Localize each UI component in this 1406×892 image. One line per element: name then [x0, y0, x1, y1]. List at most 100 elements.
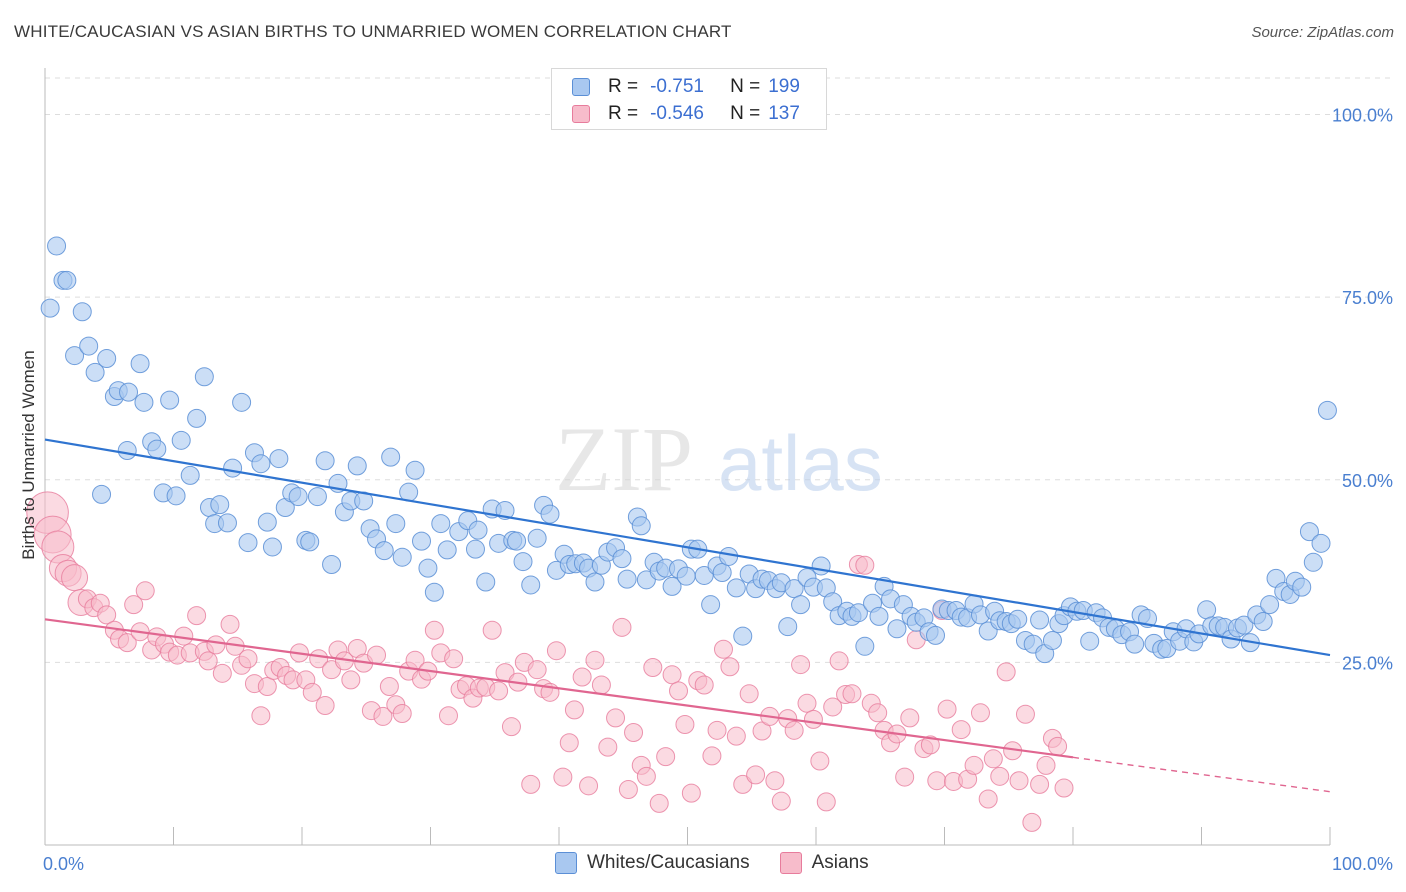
asian-point — [257, 676, 277, 696]
white-point — [662, 576, 682, 596]
white-point — [47, 236, 67, 256]
asian-point — [1022, 812, 1042, 832]
white-point — [527, 528, 547, 548]
white-point — [232, 392, 252, 412]
series-legend: Whites/Caucasians Asians — [555, 852, 899, 874]
white-point — [926, 625, 946, 645]
asian-point — [97, 605, 117, 625]
asian-point — [791, 655, 811, 675]
white-point — [160, 390, 180, 410]
white-point — [412, 531, 432, 551]
legend-n-label: N = — [730, 76, 761, 97]
asian-point — [124, 595, 144, 615]
white-point — [257, 512, 277, 532]
asian-trend-line — [44, 618, 1074, 759]
white-point — [238, 533, 258, 553]
asian-point — [206, 635, 226, 655]
white-point — [521, 575, 541, 595]
legend-swatch-pink — [572, 105, 590, 123]
white-point — [288, 487, 308, 507]
asian-point — [797, 693, 817, 713]
asian-point — [765, 771, 785, 791]
tick-labels: 25.0% 50.0% 75.0% 100.0% 0.0% 100.0% — [43, 106, 1393, 874]
white-point — [476, 572, 496, 592]
watermark-atlas: atlas — [718, 419, 883, 507]
white-point — [540, 504, 560, 524]
white-point — [187, 408, 207, 428]
white-point — [1260, 595, 1280, 615]
asian-point — [1048, 736, 1068, 756]
legend-item-whites[interactable]: Whites/Caucasians — [555, 852, 750, 874]
asian-point — [702, 746, 722, 766]
white-point — [1125, 634, 1145, 654]
asian-point — [341, 670, 361, 690]
asian-point — [521, 774, 541, 794]
legend-n-value: 199 — [768, 76, 800, 97]
asian-point — [585, 650, 605, 670]
white-point — [405, 460, 425, 480]
asian-point — [444, 649, 464, 669]
asian-point — [900, 708, 920, 728]
white-point — [307, 487, 327, 507]
asian-point — [964, 755, 984, 775]
asian-point — [546, 641, 566, 661]
white-point — [171, 430, 191, 450]
asian-point — [726, 726, 746, 746]
asian-point — [649, 793, 669, 813]
white-point — [269, 449, 289, 469]
asian-point — [746, 765, 766, 785]
white-point — [65, 346, 85, 366]
white-point — [676, 566, 696, 586]
asian-point — [927, 771, 947, 791]
white-point — [347, 456, 367, 476]
asian-point — [424, 620, 444, 640]
white-point — [57, 270, 77, 290]
white-point — [194, 367, 214, 387]
legend-r-value: -0.546 — [650, 103, 704, 124]
white-point — [180, 465, 200, 485]
white-point — [811, 556, 831, 576]
white-point — [585, 572, 605, 592]
asian-point — [951, 720, 971, 740]
legend-item-asians[interactable]: Asians — [779, 852, 869, 874]
legend-r-value: -0.751 — [650, 76, 704, 97]
asian-point — [636, 766, 656, 786]
asian-point — [771, 791, 791, 811]
asian-point — [803, 709, 823, 729]
white-point — [40, 298, 60, 318]
asian-point — [752, 721, 772, 741]
asian-point — [61, 564, 89, 592]
y-axis-title: Births to Unmarried Women — [19, 350, 38, 559]
asian-point — [572, 667, 592, 687]
white-point — [210, 495, 230, 515]
asian-point — [489, 681, 509, 701]
watermark-zip: ZIP — [555, 408, 693, 510]
asian-point — [1036, 755, 1056, 775]
y-tick-label: 100.0% — [1332, 106, 1393, 126]
asian-points — [26, 491, 1074, 832]
white-point — [1234, 615, 1254, 635]
white-point — [166, 486, 186, 506]
white-point — [712, 563, 732, 583]
white-point — [119, 382, 139, 402]
trend-lines — [44, 438, 1331, 793]
white-point — [1030, 610, 1050, 630]
asian-point — [238, 649, 258, 669]
white-point — [92, 484, 112, 504]
asian-point — [868, 703, 888, 723]
white-point — [1080, 631, 1100, 651]
asian-point — [187, 606, 207, 626]
legend-n-value: 137 — [768, 103, 800, 124]
white-point — [437, 540, 457, 560]
legend-label-asians: Asians — [811, 852, 869, 873]
white-point — [117, 441, 137, 461]
asian-point — [579, 776, 599, 796]
asian-point — [564, 700, 584, 720]
white-points — [40, 236, 1337, 664]
white-point — [513, 552, 533, 572]
white-point — [418, 558, 438, 578]
white-point — [887, 619, 907, 639]
white-point — [791, 595, 811, 615]
asian-point — [438, 706, 458, 726]
